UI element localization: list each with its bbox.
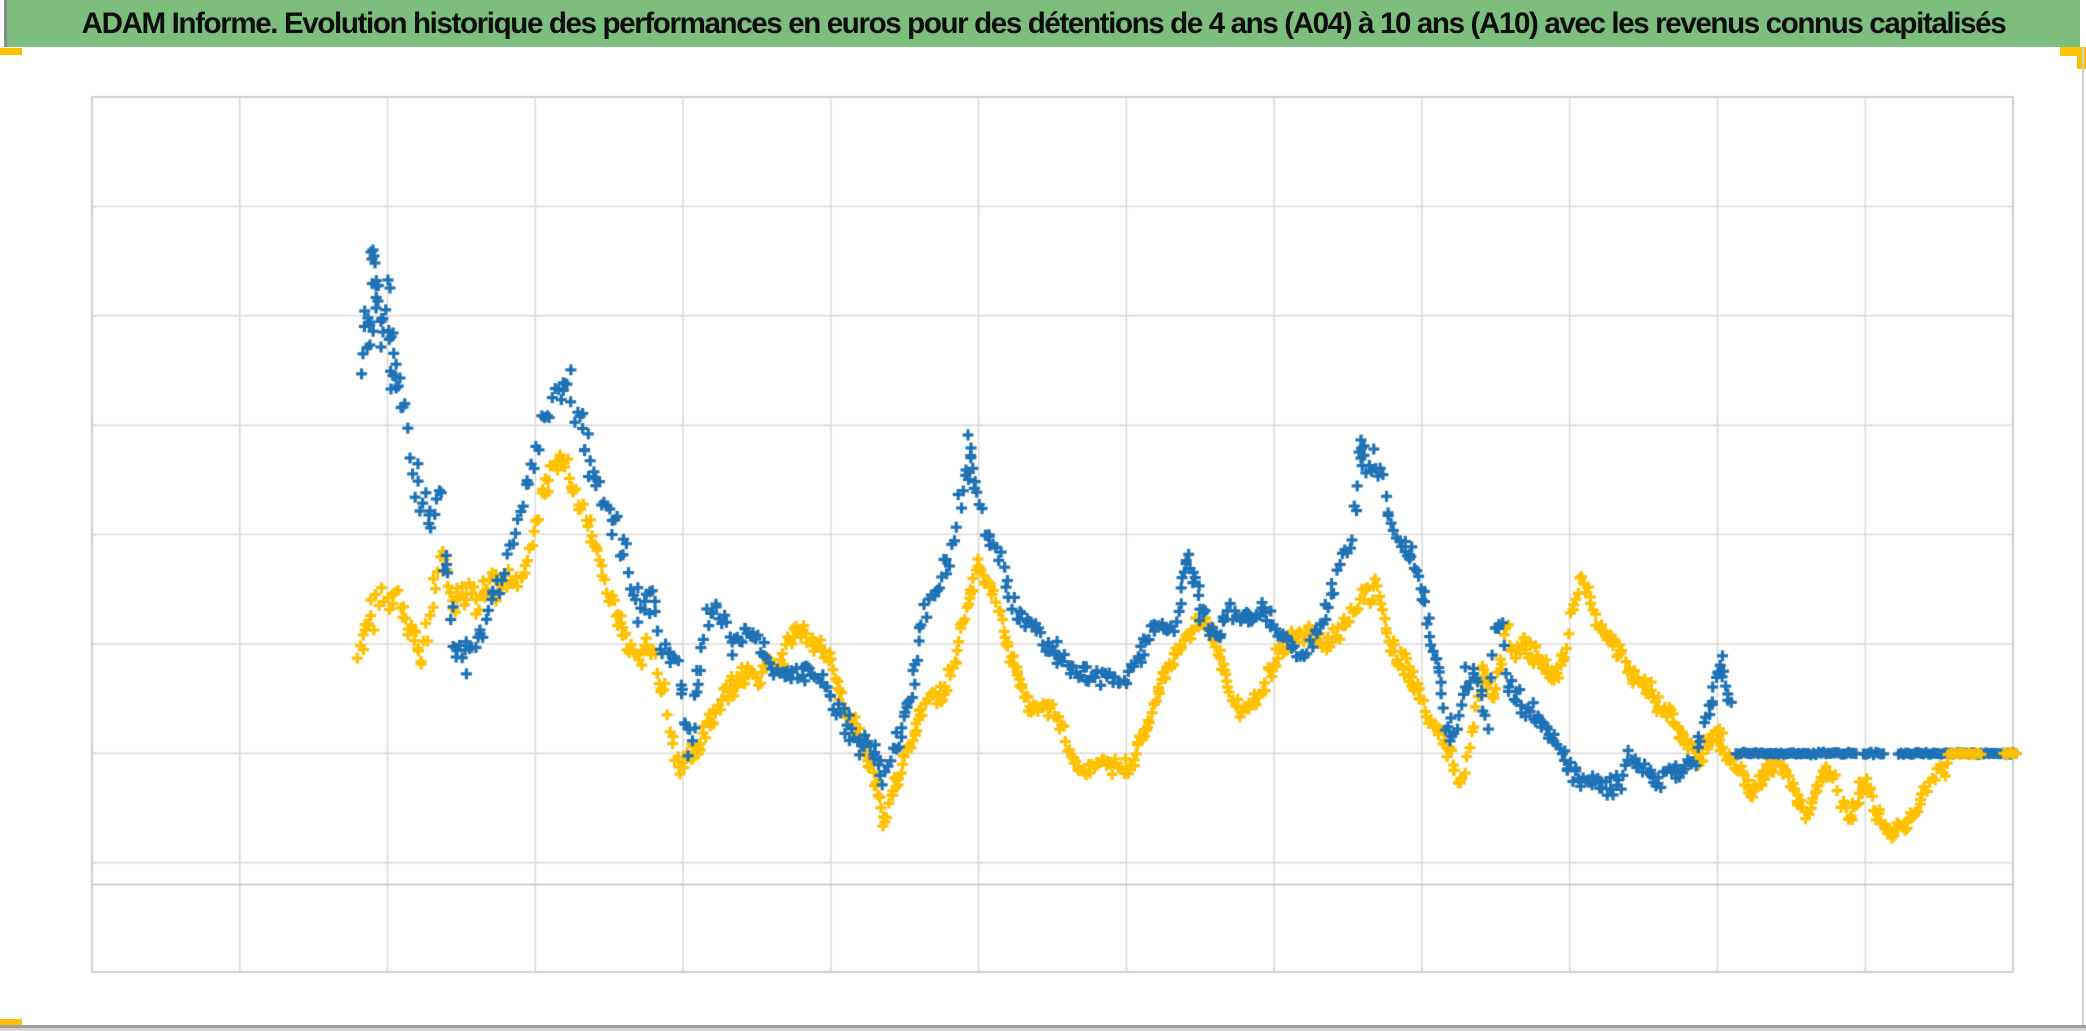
window-right-edge xyxy=(2082,47,2084,1027)
accent-mark-bottom-left xyxy=(0,1019,22,1028)
accent-mark-top-right-v xyxy=(2077,47,2086,69)
accent-mark-top-left xyxy=(0,48,22,55)
accent-mark-top-right-h xyxy=(2060,47,2086,56)
window-bottom-rule xyxy=(0,1025,2086,1028)
window-bottom-strip[interactable] xyxy=(0,1028,2086,1031)
